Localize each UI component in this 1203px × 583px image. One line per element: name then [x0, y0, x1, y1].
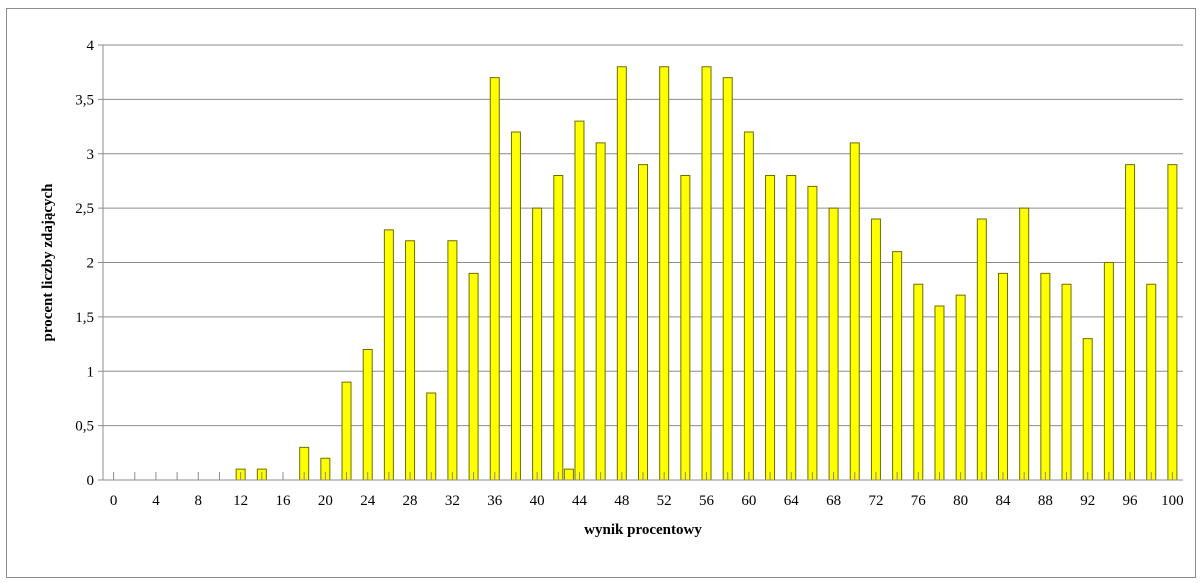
bar [659, 66, 670, 481]
x-tick-label: 64 [784, 493, 800, 509]
x-tick-label: 8 [195, 493, 203, 509]
y-axis-title: procent liczby zdających [40, 183, 56, 342]
bar [807, 185, 818, 481]
y-tick-label: 0 [87, 473, 95, 489]
axes [98, 44, 1183, 481]
x-tick-label: 28 [403, 493, 418, 509]
bar [1019, 207, 1030, 481]
bar [341, 381, 352, 481]
x-tick-label: 20 [318, 493, 333, 509]
bar [574, 120, 585, 481]
bar [1082, 338, 1093, 481]
bar [1167, 164, 1178, 481]
bar [849, 142, 860, 481]
x-tick-label: 0 [110, 493, 118, 509]
x-tick-label: 80 [953, 493, 968, 509]
x-tick-label: 92 [1080, 493, 1095, 509]
x-tick-label: 16 [276, 493, 292, 509]
x-tick-label: 56 [699, 493, 715, 509]
x-tick-label: 96 [1123, 493, 1139, 509]
x-tick-label: 76 [911, 493, 927, 509]
y-tick-labels: 0 0,5 1 1,5 2 2,5 3 3,5 4 [75, 38, 94, 489]
bar [870, 218, 881, 481]
bar [701, 66, 712, 481]
bar [468, 272, 479, 481]
x-tick-label: 32 [445, 493, 460, 509]
bar [1146, 283, 1157, 481]
y-tick-label: 1,5 [75, 310, 94, 326]
bar [892, 251, 903, 481]
bar [680, 175, 691, 481]
bar [553, 175, 564, 481]
y-tick-label: 2,5 [75, 201, 94, 217]
bar [828, 207, 839, 481]
bar [786, 175, 797, 481]
bar [913, 283, 924, 481]
x-tick-label: 52 [657, 493, 672, 509]
y-tick-label: 3,5 [75, 92, 94, 108]
bar [616, 66, 627, 481]
bar [1125, 164, 1136, 481]
x-tick-label: 36 [487, 493, 503, 509]
bar [722, 77, 733, 481]
x-tick-label: 88 [1038, 493, 1053, 509]
bar [743, 131, 754, 481]
y-tick-label: 3 [87, 147, 95, 163]
bar [1061, 283, 1072, 481]
bar [955, 294, 966, 481]
bar [532, 207, 543, 481]
bar [383, 229, 394, 481]
y-tick-label: 1 [87, 364, 95, 380]
bar [765, 175, 776, 481]
x-tick-label: 44 [572, 493, 588, 509]
x-tick-labels: 0 4 8 12 16 20 24 28 32 36 40 44 48 52 56 60 64 68 72 76 80 8… [110, 493, 1184, 509]
bar [934, 305, 945, 481]
bar [405, 240, 416, 481]
x-tick-label: 12 [233, 493, 248, 509]
bars [235, 66, 1178, 481]
x-tick-label: 4 [152, 493, 160, 509]
bar [447, 240, 458, 481]
x-tick-label: 84 [996, 493, 1012, 509]
bar [998, 272, 1008, 481]
bar [595, 142, 606, 481]
bar [976, 218, 987, 481]
x-tick-label: 48 [614, 493, 629, 509]
x-tick-label: 72 [868, 493, 883, 509]
y-tick-label: 0,5 [75, 419, 94, 435]
x-tick-label: 100 [1161, 493, 1184, 509]
bar [1103, 262, 1114, 481]
bar [362, 349, 373, 481]
bar [1040, 272, 1051, 481]
x-tick-label: 68 [826, 493, 841, 509]
bar [638, 164, 648, 481]
x-tick-label: 24 [360, 493, 376, 509]
x-tick-label: 60 [741, 493, 756, 509]
x-tick-label: 40 [530, 493, 545, 509]
y-tick-label: 4 [87, 38, 95, 54]
y-tick-label: 2 [87, 256, 95, 272]
bar [563, 468, 574, 481]
bar [489, 77, 500, 481]
x-axis-title: wynik procentowy [584, 522, 702, 538]
bar [510, 131, 521, 481]
bar [426, 392, 437, 481]
